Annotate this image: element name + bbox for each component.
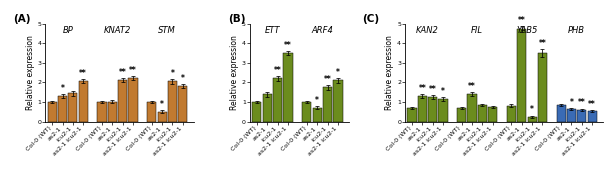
Text: (C): (C) xyxy=(362,14,379,24)
Bar xyxy=(507,106,516,122)
Text: *: * xyxy=(530,105,534,114)
Text: KAN2: KAN2 xyxy=(416,26,439,35)
Y-axis label: Relative expression: Relative expression xyxy=(25,35,35,110)
Text: YAB5: YAB5 xyxy=(516,26,538,35)
Bar xyxy=(273,78,282,122)
Bar xyxy=(252,102,261,122)
Text: (A): (A) xyxy=(13,14,30,24)
Bar xyxy=(517,29,526,122)
Text: **: ** xyxy=(324,75,331,84)
Bar xyxy=(457,108,466,122)
Text: *: * xyxy=(61,83,64,93)
Text: **: ** xyxy=(429,85,436,94)
Bar xyxy=(588,111,597,122)
Text: *: * xyxy=(181,74,185,83)
Text: *: * xyxy=(441,87,445,96)
Bar xyxy=(439,99,448,122)
Text: **: ** xyxy=(539,39,546,48)
Bar xyxy=(567,109,576,122)
Bar xyxy=(178,86,187,122)
Text: FIL: FIL xyxy=(471,26,483,35)
Text: **: ** xyxy=(274,66,282,75)
Bar xyxy=(333,80,342,122)
Bar xyxy=(118,80,127,122)
Bar xyxy=(428,97,437,122)
Text: **: ** xyxy=(419,84,426,93)
Text: **: ** xyxy=(79,69,87,78)
Bar xyxy=(284,53,293,122)
Bar xyxy=(478,105,487,122)
Bar xyxy=(323,87,332,122)
Bar xyxy=(58,96,67,122)
Bar xyxy=(68,93,78,122)
Bar xyxy=(528,117,537,122)
Bar xyxy=(262,94,272,122)
Text: **: ** xyxy=(468,82,476,91)
Text: *: * xyxy=(336,68,340,77)
Bar xyxy=(418,96,427,122)
Bar xyxy=(407,108,416,122)
Bar xyxy=(313,108,322,122)
Text: *: * xyxy=(315,96,319,105)
Bar xyxy=(302,102,311,122)
Text: (B): (B) xyxy=(228,14,246,24)
Bar xyxy=(108,102,117,122)
Text: **: ** xyxy=(518,16,525,25)
Bar xyxy=(538,53,547,122)
Y-axis label: Relative expression: Relative expression xyxy=(385,35,395,110)
Text: **: ** xyxy=(119,68,127,77)
Bar xyxy=(158,112,167,122)
Text: **: ** xyxy=(578,98,585,107)
Text: **: ** xyxy=(284,41,292,50)
Text: STM: STM xyxy=(158,26,176,35)
Bar xyxy=(128,78,138,122)
Text: **: ** xyxy=(588,100,596,109)
Bar xyxy=(578,110,587,122)
Text: *: * xyxy=(160,100,164,109)
Bar xyxy=(48,102,57,122)
Y-axis label: Relative expression: Relative expression xyxy=(230,35,239,110)
Bar xyxy=(168,81,177,122)
Text: *: * xyxy=(170,69,175,78)
Text: KNAT2: KNAT2 xyxy=(104,26,132,35)
Text: PHB: PHB xyxy=(568,26,585,35)
Bar xyxy=(556,105,565,122)
Text: *: * xyxy=(570,98,573,107)
Bar xyxy=(147,102,156,122)
Text: ARF4: ARF4 xyxy=(311,26,333,35)
Text: BP: BP xyxy=(62,26,73,35)
Bar xyxy=(98,102,107,122)
Text: ETT: ETT xyxy=(265,26,280,35)
Bar xyxy=(467,94,476,122)
Bar xyxy=(79,81,88,122)
Bar xyxy=(488,107,498,122)
Text: **: ** xyxy=(129,66,137,75)
